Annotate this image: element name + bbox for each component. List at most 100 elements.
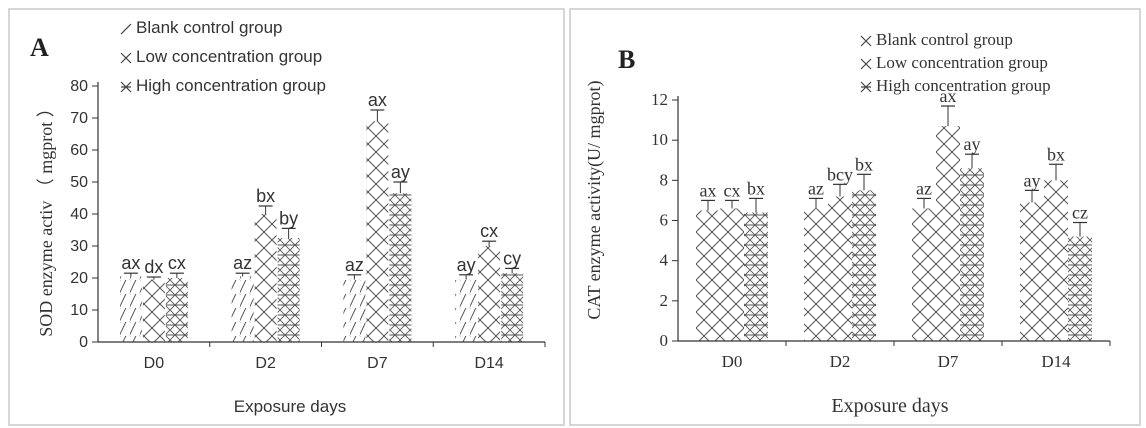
y-tick-label: 80	[70, 78, 88, 95]
panel-a-legend: Blank control group Low concentration gro…	[120, 18, 326, 95]
bar-d7-series-2	[366, 121, 389, 342]
y-tick-label: 0	[660, 331, 669, 350]
significance-label: az	[345, 255, 364, 275]
significance-label: ax	[700, 180, 717, 200]
x-tick-label: D0	[722, 352, 743, 371]
panel-a: A Blank control group Low concentration g…	[8, 8, 565, 426]
significance-label: ax	[121, 253, 140, 273]
legend-entry: High concentration group	[120, 76, 326, 95]
legend-label: Blank control group	[136, 18, 282, 37]
bar-d7-series-2	[936, 126, 960, 341]
legend-entry: Low concentration group	[120, 47, 322, 66]
significance-label: bx	[1047, 144, 1065, 164]
legend-label: Blank control group	[876, 30, 1013, 49]
bar-d0-series-1	[119, 276, 142, 342]
x-tick-label: D7	[938, 352, 959, 371]
legend-entry: Blank control group	[120, 18, 282, 37]
panel-b-legend: Blank control group Low concentration gro…	[860, 30, 1051, 95]
bar-d0-series-2	[142, 279, 165, 342]
y-tick-label: 4	[660, 251, 669, 270]
significance-label: cx	[480, 221, 498, 241]
panel-b-frame	[569, 8, 1141, 426]
significance-label: cx	[724, 180, 741, 200]
significance-label: ax	[368, 90, 387, 110]
panel-b-y-axis-label: CAT enzyme activity(U/ mgprot)	[584, 80, 605, 319]
legend-swatch	[120, 23, 132, 35]
significance-label: ay	[964, 134, 981, 154]
panel-a-label: A	[30, 33, 49, 62]
panel-b-axis: 0 2 4 6 8 10 12 D0 D2 D7 D14	[651, 90, 1111, 371]
x-tick-label: D7	[367, 355, 388, 372]
x-tick-label: D14	[474, 355, 503, 372]
panel-a-y-axis-label: SOD enzyme activ （ mgprot ）	[36, 99, 56, 336]
significance-label: cx	[168, 253, 186, 273]
significance-label: by	[279, 208, 298, 228]
bar-d2-series-1	[804, 208, 828, 341]
bar-d0-series-3	[165, 278, 188, 342]
y-tick-label: 10	[70, 302, 88, 319]
bar-d2-series-2	[828, 196, 852, 341]
bar-d14-series-2	[1044, 180, 1068, 341]
bar-d14-series-3	[1068, 236, 1092, 341]
y-tick-label: 60	[70, 142, 88, 159]
bar-d0-series-3	[744, 212, 768, 341]
y-tick-label: 8	[660, 170, 669, 189]
legend-swatch	[120, 81, 132, 93]
x-tick-label: D14	[1041, 352, 1071, 371]
legend-label: High concentration group	[136, 76, 326, 95]
x-tick-label: D2	[255, 355, 276, 372]
y-tick-label: 20	[70, 270, 88, 287]
legend-label: High concentration group	[876, 76, 1051, 95]
legend-entry: Blank control group	[860, 30, 1013, 49]
bar-d14-series-3	[501, 273, 524, 342]
panel-a-axis: 0 10 20 30 40 50 60 70 80 D0 D2 D7 D14	[70, 78, 546, 372]
bar-d0-series-2	[720, 208, 744, 341]
bar-d7-series-1	[343, 279, 366, 342]
bar-d7-series-3	[960, 168, 984, 341]
y-tick-label: 30	[70, 238, 88, 255]
significance-label: az	[916, 178, 932, 198]
bar-d14-series-2	[478, 246, 501, 342]
bar-d2-series-3	[852, 190, 876, 341]
y-tick-label: 2	[660, 291, 669, 310]
y-tick-label: 70	[70, 110, 88, 127]
bar-d7-series-3	[389, 193, 412, 342]
panel-a-frame	[8, 8, 565, 426]
significance-label: ay	[1024, 170, 1041, 190]
legend-swatch	[860, 35, 872, 47]
legend-swatch	[860, 81, 872, 93]
bar-d2-series-3	[277, 238, 300, 342]
bar-d14-series-1	[1020, 202, 1044, 341]
panel-b: B Blank control group Low concentration g…	[569, 8, 1141, 426]
panel-b-label: B	[618, 45, 635, 74]
significance-label: ay	[457, 255, 476, 275]
legend-swatch	[120, 52, 132, 64]
legend-entry: High concentration group	[860, 76, 1051, 95]
significance-label: bx	[256, 186, 275, 206]
bar-d2-series-1	[231, 276, 254, 342]
significance-label: bx	[747, 178, 765, 198]
y-tick-label: 50	[70, 174, 88, 191]
bar-d2-series-2	[254, 214, 277, 342]
significance-label: bcy	[827, 164, 853, 184]
significance-label: cz	[1072, 203, 1088, 223]
y-tick-label: 40	[70, 206, 88, 223]
bar-d0-series-1	[696, 210, 720, 341]
legend-swatch	[860, 58, 872, 70]
y-tick-label: 12	[651, 90, 668, 109]
significance-label: bx	[855, 154, 873, 174]
panel-b-x-axis-label: Exposure days	[831, 395, 948, 417]
significance-label: az	[808, 178, 824, 198]
y-tick-label: 6	[660, 211, 669, 230]
significance-label: dx	[144, 257, 163, 277]
significance-label: az	[233, 253, 252, 273]
legend-label: Low concentration group	[136, 47, 322, 66]
y-tick-label: 10	[651, 130, 668, 149]
significance-label: ax	[940, 86, 957, 106]
panel-a-x-axis-label: Exposure days	[234, 397, 346, 416]
y-tick-label: 0	[79, 334, 88, 351]
bar-d14-series-1	[455, 279, 478, 342]
